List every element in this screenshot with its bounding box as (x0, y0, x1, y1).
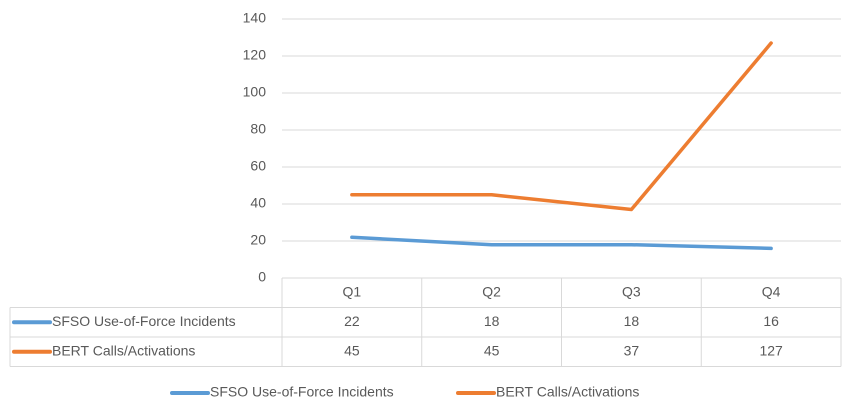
y-tick-label: 20 (250, 232, 266, 248)
table-cell: 16 (763, 313, 779, 329)
table-row-label: SFSO Use-of-Force Incidents (52, 313, 236, 329)
x-tick-label: Q1 (343, 283, 362, 299)
table-row-label: BERT Calls/Activations (52, 342, 195, 358)
series-line (350, 235, 773, 251)
series-line (350, 41, 773, 212)
table-cell: 127 (759, 342, 783, 358)
legend-label: BERT Calls/Activations (496, 384, 639, 400)
legend-label: SFSO Use-of-Force Incidents (210, 384, 394, 400)
y-tick-label: 40 (250, 195, 266, 211)
table-cell: 37 (624, 342, 640, 358)
y-tick-label: 60 (250, 158, 266, 174)
y-tick-label: 0 (258, 269, 266, 285)
y-tick-label: 140 (243, 10, 267, 26)
table-cell: 45 (344, 342, 360, 358)
table-cell: 18 (624, 313, 640, 329)
x-tick-label: Q3 (622, 283, 641, 299)
table-cell: 45 (484, 342, 500, 358)
x-tick-label: Q2 (482, 283, 501, 299)
table-cell: 22 (344, 313, 360, 329)
y-tick-label: 120 (243, 47, 267, 63)
table-cell: 18 (484, 313, 500, 329)
y-tick-label: 100 (243, 84, 267, 100)
x-tick-label: Q4 (762, 283, 781, 299)
y-tick-label: 80 (250, 121, 266, 137)
